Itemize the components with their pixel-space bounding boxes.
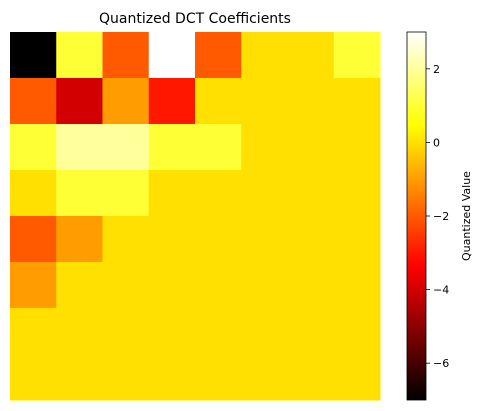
colorbar-tick-label: 2	[433, 63, 440, 76]
heatmap-cell-r6-c3	[148, 308, 196, 355]
colorbar-label: Quantized Value	[460, 171, 473, 261]
colorbar-tick-label: −4	[433, 284, 449, 297]
colorbar-tick-label: 0	[433, 136, 440, 149]
heatmap-cell-r5-c2	[102, 262, 150, 309]
heatmap-cell-r5-c0	[10, 262, 57, 309]
heatmap-cell-r4-c5	[241, 216, 288, 263]
heatmap-cell-r5-c5	[241, 262, 288, 309]
heatmap-cell-r2-c1	[56, 124, 103, 171]
heatmap-cell-r5-c3	[148, 262, 196, 309]
colorbar-tick-label: −6	[433, 357, 449, 370]
heatmap-cell-r7-c7	[333, 354, 381, 401]
heatmap-cell-r7-c2	[102, 354, 150, 401]
heatmap-grid	[10, 32, 381, 401]
heatmap-cell-r2-c4	[195, 124, 242, 171]
heatmap-cell-r6-c5	[241, 308, 288, 355]
colorbar: −6 −4 −2 0 2 Quantized Value	[406, 31, 473, 401]
heatmap-cell-r6-c7	[333, 308, 381, 355]
heatmap-cell-r3-c6	[287, 170, 335, 217]
colorbar-gradient	[406, 31, 427, 401]
heatmap-cell-r1-c2	[102, 78, 150, 125]
heatmap-cell-r6-c4	[195, 308, 242, 355]
heatmap-cell-r6-c1	[56, 308, 103, 355]
heatmap-cell-r0-c2	[102, 32, 150, 79]
heatmap-cell-r4-c4	[195, 216, 242, 263]
heatmap-cell-r5-c1	[56, 262, 103, 309]
heatmap-cell-r2-c2	[102, 124, 150, 171]
heatmap-cell-r4-c1	[56, 216, 103, 263]
heatmap-cell-r0-c4	[195, 32, 242, 79]
heatmap-cell-r5-c6	[287, 262, 335, 309]
heatmap-cell-r7-c1	[56, 354, 103, 401]
colorbar-tick-label: −2	[433, 210, 449, 223]
heatmap-cell-r3-c2	[102, 170, 150, 217]
heatmap-cell-r4-c3	[148, 216, 196, 263]
heatmap-cell-r2-c3	[148, 124, 196, 171]
heatmap-cell-r0-c3	[148, 32, 196, 79]
heatmap-cell-r7-c6	[287, 354, 335, 401]
heatmap-cell-r1-c7	[333, 78, 381, 125]
heatmap-cell-r6-c6	[287, 308, 335, 355]
heatmap-cell-r7-c4	[195, 354, 242, 401]
heatmap-cell-r6-c2	[102, 308, 150, 355]
heatmap-cell-r7-c3	[148, 354, 196, 401]
heatmap-cell-r6-c0	[10, 308, 57, 355]
heatmap-cell-r1-c3	[148, 78, 196, 125]
heatmap-cell-r5-c7	[333, 262, 381, 309]
heatmap-cell-r4-c6	[287, 216, 335, 263]
heatmap-cell-r2-c6	[287, 124, 335, 171]
heatmap-cell-r0-c0	[10, 32, 57, 79]
heatmap-cell-r2-c0	[10, 124, 57, 171]
heatmap-cell-r4-c7	[333, 216, 381, 263]
heatmap-cell-r1-c5	[241, 78, 288, 125]
heatmap-cell-r2-c7	[333, 124, 381, 171]
heatmap-cell-r3-c5	[241, 170, 288, 217]
heatmap-cell-r7-c5	[241, 354, 288, 401]
heatmap-cell-r1-c6	[287, 78, 335, 125]
heatmap-cell-r1-c1	[56, 78, 103, 125]
heatmap-cell-r4-c2	[102, 216, 150, 263]
heatmap-cell-r2-c5	[241, 124, 288, 171]
heatmap-cell-r0-c6	[287, 32, 335, 79]
heatmap-cell-r3-c1	[56, 170, 103, 217]
heatmap-cell-r3-c3	[148, 170, 196, 217]
heatmap-cell-r3-c7	[333, 170, 381, 217]
heatmap-cell-r3-c4	[195, 170, 242, 217]
heatmap-cell-r0-c7	[333, 32, 381, 79]
heatmap-cell-r7-c0	[10, 354, 57, 401]
heatmap-cell-r0-c1	[56, 32, 103, 79]
heatmap-cell-r1-c4	[195, 78, 242, 125]
heatmap-cell-r5-c4	[195, 262, 242, 309]
heatmap-cell-r4-c0	[10, 216, 57, 263]
heatmap-cell-r0-c5	[241, 32, 288, 79]
heatmap-cell-r1-c0	[10, 78, 57, 125]
chart-title: Quantized DCT Coefficients	[99, 11, 291, 27]
heatmap-cell-r3-c0	[10, 170, 57, 217]
